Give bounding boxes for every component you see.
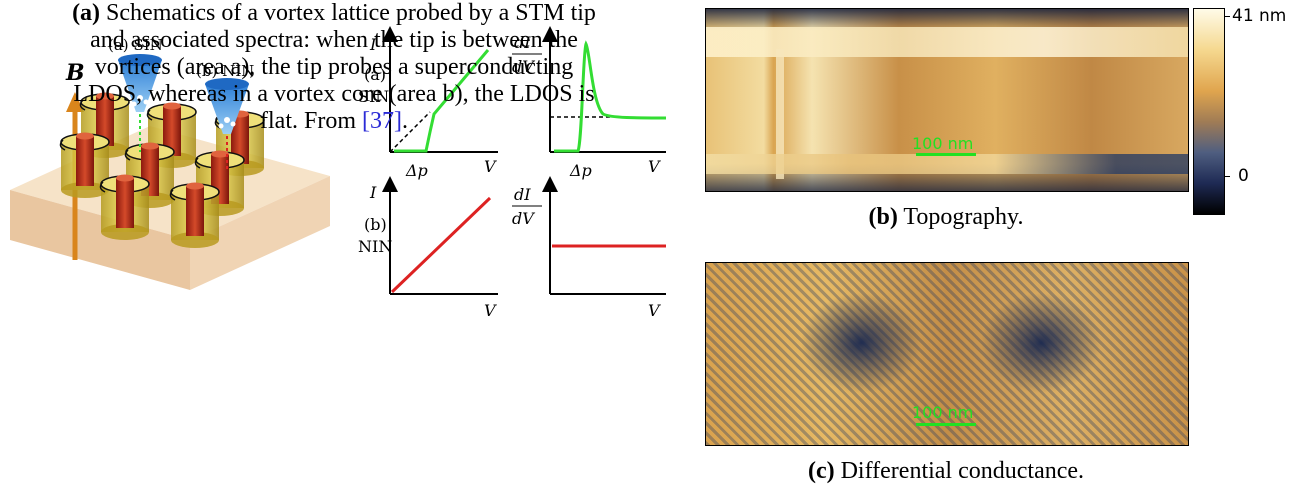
plot-x-V-top-right: V: [648, 157, 661, 176]
spectra-plots: I V Δp (a) SIN dI dV V Δp I V (b) NIN dI…: [358, 26, 667, 320]
caption-c: (c) Differential conductance.: [705, 458, 1187, 485]
caption-a-label: (a): [72, 0, 101, 26]
gap-label-right: Δp: [569, 161, 592, 180]
field-label: B: [65, 60, 85, 86]
topography-image: 100 nm: [705, 8, 1189, 192]
scale-bar-line-c: [916, 423, 976, 426]
caption-c-label: (c): [807, 458, 835, 484]
plot-y-dI-bottom: dI: [514, 185, 531, 204]
caption-b: (b) Topography.: [705, 204, 1187, 231]
caption-a-line-2: and associated spectra: when the tip is …: [90, 27, 578, 53]
plot-y-I-top: I: [369, 35, 377, 54]
colorbar: [1193, 8, 1225, 215]
vortex-cylinder: [169, 182, 220, 248]
probe-nin-label: (b) NIN: [196, 62, 254, 80]
caption-a-line-4: LDOS, whereas in a vortex core (area b),…: [73, 81, 595, 107]
caption-c-text: Differential conductance.: [840, 458, 1085, 484]
gap-label-left: Δp: [405, 161, 428, 180]
plot-y-dV-top: dV: [512, 57, 535, 76]
plot-y-dI-top: dI: [514, 33, 531, 52]
caption-a-line-3: vortices (area a), the tip probes a supe…: [94, 54, 574, 80]
plot-x-V-bottom-left: V: [484, 301, 497, 320]
scale-bar-line-b: [916, 153, 976, 156]
conductance-image: 100 nm: [705, 262, 1189, 446]
scale-bar-label-b: 100 nm: [912, 134, 974, 153]
plot-y-I-bottom: I: [369, 183, 377, 202]
plot-x-V-bottom-right: V: [648, 301, 661, 320]
row-a-tag: (a): [364, 65, 386, 84]
probe-sin-label: (a) SIN: [108, 36, 163, 54]
vortex-lattice-schematic: B: [10, 36, 330, 290]
row-a-name: SIN: [358, 87, 389, 106]
caption-a: (a) Schematics of a vortex lattice probe…: [0, 0, 668, 135]
vortex-cylinder: [59, 132, 110, 198]
row-b-tag: (b): [364, 215, 387, 234]
scale-bar-label-c: 100 nm: [912, 403, 974, 422]
citation-link[interactable]: [37]: [362, 108, 402, 134]
caption-a-line-5: flat. From: [260, 108, 362, 134]
plot-x-V-top-left: V: [484, 157, 497, 176]
plot-y-dV-bottom: dV: [512, 209, 535, 228]
caption-b-label: (b): [868, 204, 898, 230]
caption-a-line-1: Schematics of a vortex lattice probed by…: [106, 0, 596, 26]
vortex-cylinder: [99, 174, 150, 240]
caption-b-text: Topography.: [903, 204, 1024, 230]
colorbar-max-label: 41 nm: [1232, 6, 1287, 26]
vortex-cylinders: [59, 92, 265, 248]
vortex-cylinder: [79, 92, 130, 158]
colorbar-min-label: 0: [1238, 166, 1249, 186]
row-b-name: NIN: [358, 237, 392, 256]
caption-a-end: .: [401, 108, 408, 134]
